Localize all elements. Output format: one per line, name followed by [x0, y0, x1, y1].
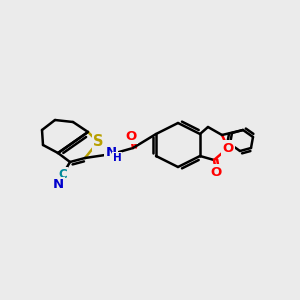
- Text: N: N: [52, 178, 64, 191]
- Text: O: O: [210, 166, 222, 178]
- Text: O: O: [125, 130, 136, 142]
- Text: O: O: [222, 142, 234, 154]
- Text: N: N: [105, 146, 117, 158]
- Text: H: H: [112, 153, 122, 163]
- Text: C: C: [58, 167, 68, 181]
- Text: S: S: [93, 134, 103, 149]
